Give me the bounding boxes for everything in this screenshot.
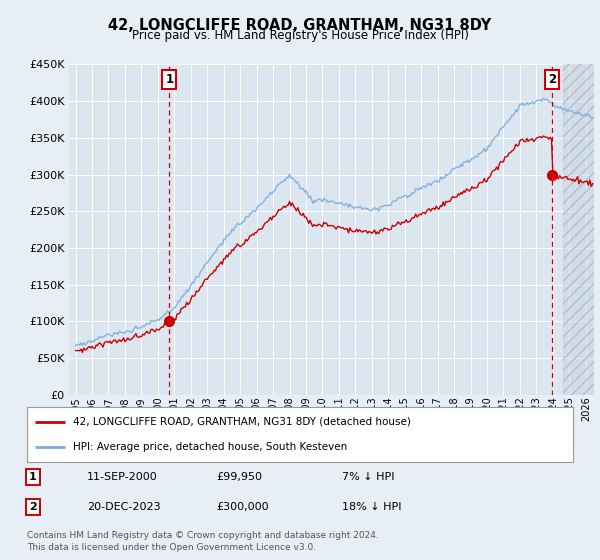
- Text: £99,950: £99,950: [216, 472, 262, 482]
- Text: 42, LONGCLIFFE ROAD, GRANTHAM, NG31 8DY: 42, LONGCLIFFE ROAD, GRANTHAM, NG31 8DY: [109, 18, 491, 34]
- Text: 42, LONGCLIFFE ROAD, GRANTHAM, NG31 8DY (detached house): 42, LONGCLIFFE ROAD, GRANTHAM, NG31 8DY …: [73, 417, 411, 427]
- Text: 7% ↓ HPI: 7% ↓ HPI: [342, 472, 395, 482]
- Text: Contains HM Land Registry data © Crown copyright and database right 2024.
This d: Contains HM Land Registry data © Crown c…: [27, 531, 379, 552]
- Text: 2: 2: [548, 73, 556, 86]
- Text: 20-DEC-2023: 20-DEC-2023: [87, 502, 161, 512]
- Text: 11-SEP-2000: 11-SEP-2000: [87, 472, 158, 482]
- Bar: [563, 64, 596, 395]
- Text: 1: 1: [166, 73, 173, 86]
- Text: 18% ↓ HPI: 18% ↓ HPI: [342, 502, 401, 512]
- Text: £300,000: £300,000: [216, 502, 269, 512]
- Text: HPI: Average price, detached house, South Kesteven: HPI: Average price, detached house, Sout…: [73, 442, 347, 452]
- Text: 1: 1: [29, 472, 37, 482]
- Bar: [563, 64, 596, 395]
- Text: Price paid vs. HM Land Registry's House Price Index (HPI): Price paid vs. HM Land Registry's House …: [131, 29, 469, 42]
- Text: 2: 2: [29, 502, 37, 512]
